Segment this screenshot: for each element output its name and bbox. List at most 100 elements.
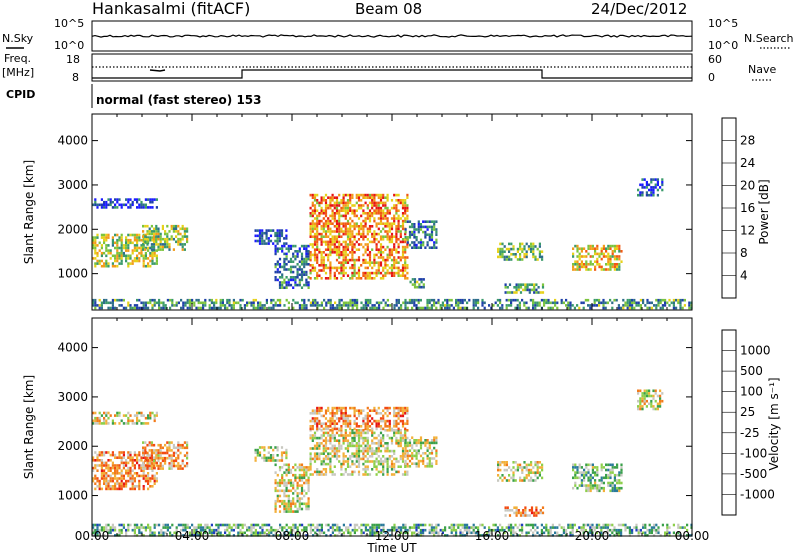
data-cell [287, 531, 290, 535]
data-cell [116, 479, 119, 483]
data-cell [322, 431, 325, 435]
data-cell [571, 304, 574, 307]
data-cell [628, 306, 631, 310]
data-cell [613, 479, 616, 482]
data-cell [373, 230, 376, 233]
data-cell [296, 263, 299, 266]
data-cell [382, 470, 385, 474]
data-cell [397, 298, 400, 302]
data-cell [320, 206, 323, 210]
data-cell [193, 301, 196, 305]
data-cell [114, 264, 117, 268]
data-cell [419, 298, 422, 302]
data-cell [360, 232, 363, 236]
data-cell [122, 453, 125, 457]
data-cell [386, 253, 389, 257]
data-cell [404, 441, 407, 445]
data-cell [335, 209, 339, 212]
data-cell [377, 434, 380, 437]
data-cell [309, 304, 312, 307]
data-cell [373, 264, 376, 267]
data-cell [136, 419, 139, 423]
data-cell [415, 526, 418, 529]
data-cell [413, 534, 416, 537]
data-cell [537, 291, 540, 294]
data-cell [406, 454, 409, 458]
data-cell [589, 481, 592, 485]
data-cell [422, 283, 425, 286]
data-cell [94, 200, 97, 204]
data-cell [318, 523, 321, 527]
data-cell [446, 304, 449, 307]
data-cell [424, 465, 427, 468]
data-cell [243, 523, 246, 527]
data-cell [105, 236, 108, 239]
data-cell [417, 241, 420, 244]
data-cell [362, 409, 365, 412]
data-cell [367, 304, 370, 307]
data-cell [98, 304, 101, 307]
data-cell [279, 526, 282, 529]
data-cell [611, 244, 614, 248]
data-cell [300, 270, 304, 274]
data-cell [292, 528, 295, 532]
data-cell [272, 242, 275, 245]
data-cell [587, 252, 590, 256]
data-cell [219, 304, 222, 307]
data-cell [459, 531, 462, 535]
data-cell [338, 531, 341, 535]
data-cell [345, 526, 348, 529]
data-cell [347, 301, 350, 305]
data-cell [114, 306, 117, 310]
data-cell [428, 446, 431, 450]
data-cell [415, 298, 418, 302]
data-cell [140, 411, 143, 415]
data-cell [274, 531, 277, 535]
data-cell [105, 477, 108, 480]
data-cell [294, 257, 297, 261]
data-cell [136, 461, 139, 465]
data-cell [366, 419, 369, 423]
data-cell [508, 474, 511, 477]
data-cell [512, 466, 515, 469]
data-cell [653, 304, 656, 307]
data-cell [206, 534, 209, 537]
data-cell [353, 434, 356, 437]
data-cell [300, 252, 304, 256]
data-cell [278, 257, 282, 261]
data-cell [395, 261, 398, 264]
data-cell [335, 230, 339, 233]
data-cell [258, 229, 262, 232]
data-cell [313, 431, 317, 435]
data-cell [164, 230, 167, 233]
data-cell [616, 489, 619, 493]
data-cell [149, 200, 152, 204]
data-cell [105, 254, 108, 258]
data-cell [578, 306, 581, 310]
data-cell [144, 464, 147, 467]
data-cell [349, 201, 352, 205]
data-cell [406, 243, 409, 246]
data-cell [353, 269, 356, 272]
data-cell [320, 470, 323, 474]
data-cell [281, 283, 284, 287]
data-cell [94, 241, 97, 245]
data-cell [580, 301, 583, 305]
data-cell [151, 304, 154, 307]
data-cell [675, 306, 678, 310]
data-cell [114, 469, 117, 472]
data-cell [316, 452, 319, 455]
data-cell [466, 301, 469, 305]
data-cell [578, 252, 581, 256]
data-cell [499, 523, 502, 527]
data-cell [250, 528, 253, 532]
data-cell [256, 454, 259, 457]
data-cell [639, 193, 642, 197]
data-cell [413, 449, 416, 452]
data-cell [609, 489, 612, 493]
data-cell [401, 269, 405, 272]
data-cell [256, 234, 259, 238]
data-cell [470, 531, 473, 535]
data-cell [331, 473, 334, 476]
data-cell [92, 236, 95, 239]
